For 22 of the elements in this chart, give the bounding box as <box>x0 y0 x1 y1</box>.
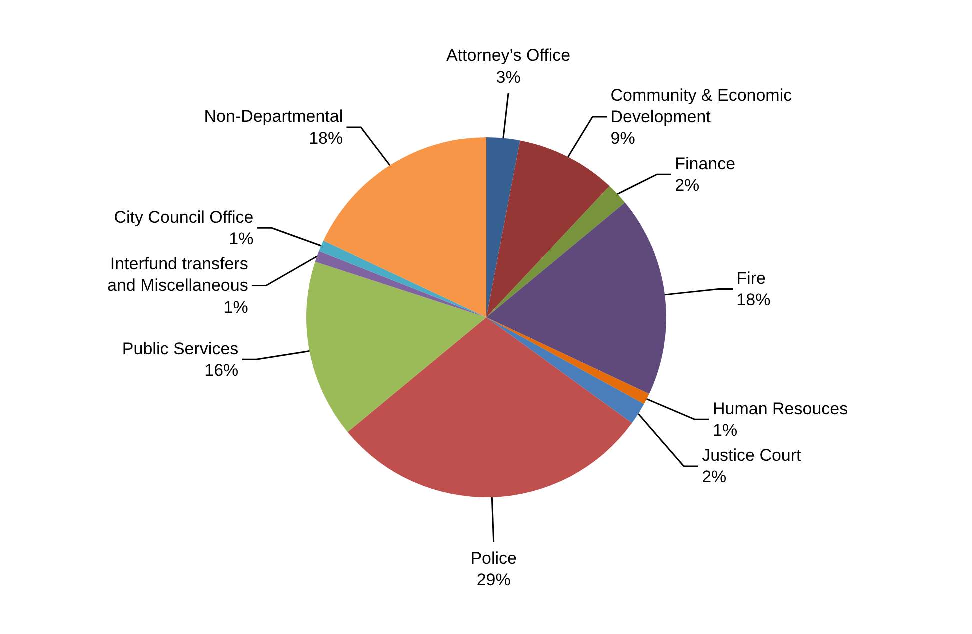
slice-label: Interfund transfers and Miscellaneous <box>108 254 248 296</box>
data-label: 1% <box>712 420 738 440</box>
slice-label: Police <box>470 549 518 568</box>
data-label: 3% <box>496 68 521 87</box>
slice-label: Fire <box>736 269 766 288</box>
data-label: 2% <box>675 176 700 195</box>
slice-label: Community & Economic Development <box>610 86 793 127</box>
data-label: 2% <box>702 468 727 487</box>
slice-label: Attorney’s Office <box>446 46 571 66</box>
data-label: 18% <box>309 128 344 148</box>
data-label: 29% <box>476 570 511 590</box>
slice-label: City Council Office <box>114 208 254 227</box>
slice-label: Finance <box>675 154 736 174</box>
slice-label: Public Services <box>122 339 239 358</box>
data-label: 18% <box>736 290 771 310</box>
slice-label: Human Resouces <box>712 399 848 418</box>
data-label: 1% <box>229 229 254 248</box>
slice-label: Justice Court <box>702 446 802 466</box>
data-label: 1% <box>224 298 248 317</box>
data-label: 16% <box>204 360 239 380</box>
slice-label: Non-Departmental <box>204 107 344 126</box>
data-label: 9% <box>610 129 636 148</box>
